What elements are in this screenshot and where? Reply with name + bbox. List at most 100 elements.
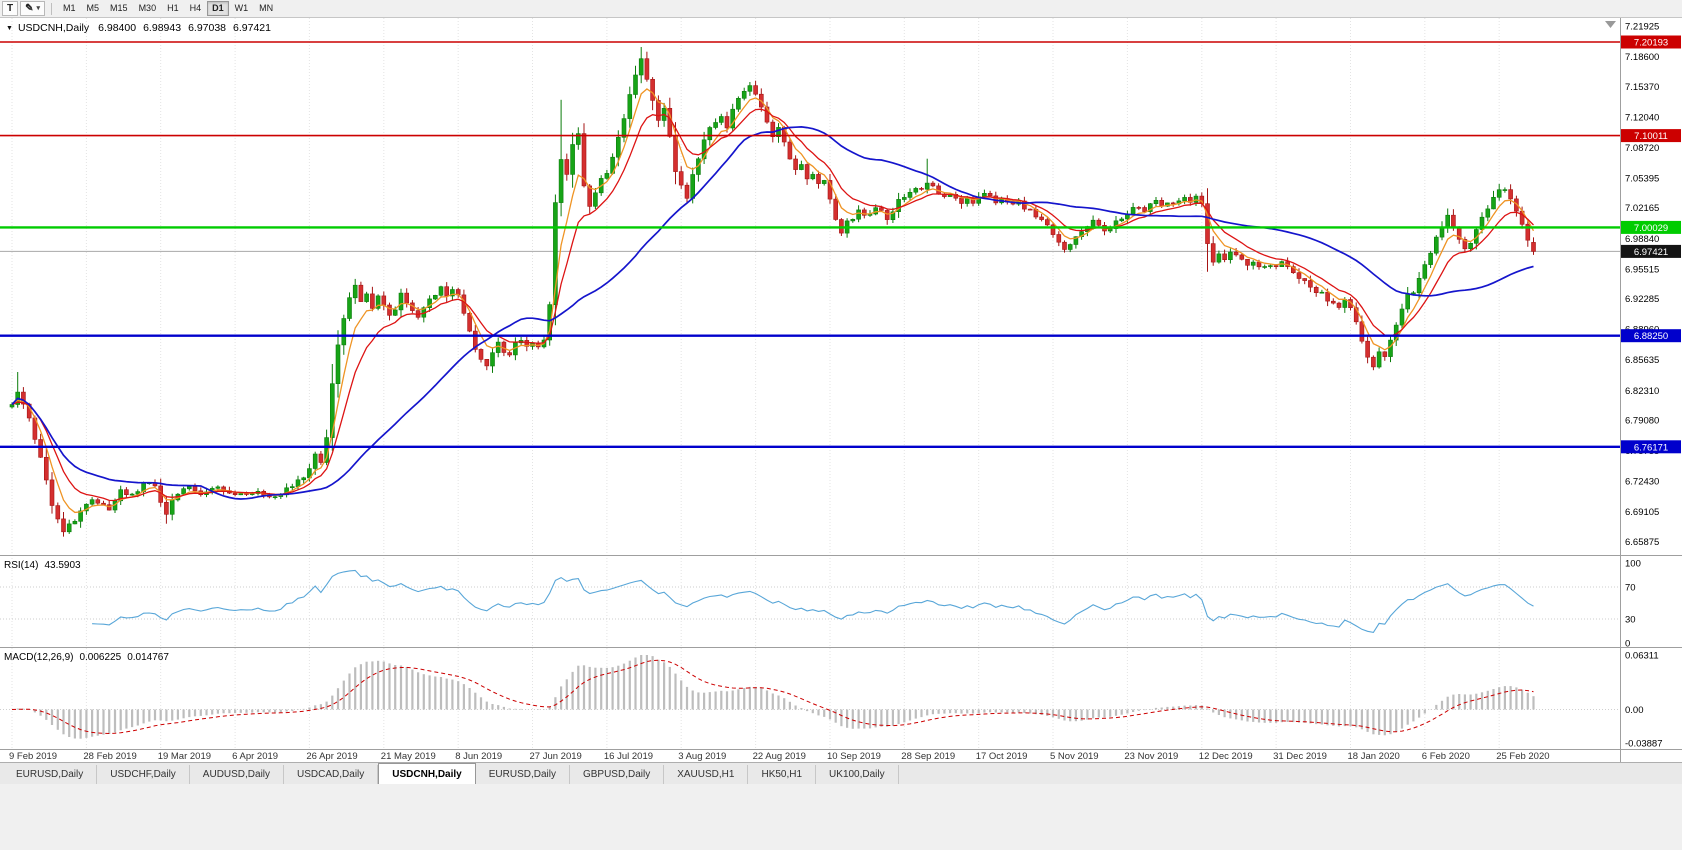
svg-text:7.05395: 7.05395 [1625, 174, 1659, 185]
grid-lines [11, 18, 1500, 749]
chart-shift-marker[interactable] [1605, 21, 1616, 28]
svg-text:6.95515: 6.95515 [1625, 264, 1659, 275]
svg-text:23 Nov 2019: 23 Nov 2019 [1124, 751, 1178, 762]
svg-text:6.88250: 6.88250 [1634, 331, 1668, 342]
ohlc-open: 6.98400 [98, 22, 137, 34]
timeframe-mn-button[interactable]: MN [254, 1, 278, 16]
symbol-tabbar: EURUSD,Daily USDCHF,Daily AUDUSD,Daily USDC… [0, 762, 1682, 784]
price-badge-7.20193: 7.20193 [1621, 35, 1681, 49]
svg-text:6.97421: 6.97421 [1634, 247, 1668, 258]
timeframe-m5-button[interactable]: M5 [82, 1, 105, 16]
svg-text:-0.03887: -0.03887 [1625, 739, 1663, 750]
svg-text:6.72430: 6.72430 [1625, 477, 1659, 488]
chart-tab-hk50-h1[interactable]: HK50,H1 [748, 765, 817, 784]
svg-text:100: 100 [1625, 559, 1641, 570]
current-price-badge: 6.97421 [1621, 244, 1681, 258]
rsi-line [92, 569, 1534, 634]
svg-text:6.82310: 6.82310 [1625, 386, 1659, 397]
macd-label: MACD(12,26,9) 0.006225 0.014767 [4, 652, 169, 663]
macd-signal-line [11, 659, 1534, 735]
svg-text:27 Jun 2019: 27 Jun 2019 [530, 751, 582, 762]
svg-text:6.76171: 6.76171 [1634, 442, 1668, 453]
rsi-label: RSI(14) 43.5903 [4, 560, 81, 571]
drawing-tool-dropdown[interactable]: ✎ ▾ [20, 1, 46, 16]
svg-text:21 May 2019: 21 May 2019 [381, 751, 436, 762]
chart-tab-uk100-daily[interactable]: UK100,Daily [816, 765, 899, 784]
svg-text:5 Nov 2019: 5 Nov 2019 [1050, 751, 1099, 762]
svg-text:0.06311: 0.06311 [1625, 651, 1659, 662]
chart-tab-usdcnh-daily[interactable]: USDCNH,Daily [378, 763, 476, 784]
svg-text:6 Apr 2019: 6 Apr 2019 [232, 751, 278, 762]
svg-text:8 Jun 2019: 8 Jun 2019 [455, 751, 502, 762]
timeframe-m1-button[interactable]: M1 [58, 1, 81, 16]
svg-text:7.08720: 7.08720 [1625, 143, 1659, 154]
chart-title: ▼ USDCNH,Daily 6.98400 6.98943 6.97038 6… [6, 22, 278, 34]
rsi-name: RSI(14) [4, 560, 39, 571]
svg-text:7.15370: 7.15370 [1625, 82, 1659, 93]
svg-text:10 Sep 2019: 10 Sep 2019 [827, 751, 881, 762]
timeframe-w1-button[interactable]: W1 [230, 1, 254, 16]
text-tool-button[interactable]: T [2, 1, 19, 16]
toolbar-separator [51, 2, 53, 15]
svg-text:28 Sep 2019: 28 Sep 2019 [901, 751, 955, 762]
chart-tab-usdchf-daily[interactable]: USDCHF,Daily [97, 765, 190, 784]
svg-text:28 Feb 2019: 28 Feb 2019 [83, 751, 136, 762]
ohlc-low: 6.97038 [188, 22, 227, 34]
chart-tab-xauusd-h1[interactable]: XAUUSD,H1 [664, 765, 749, 784]
svg-text:16 Jul 2019: 16 Jul 2019 [604, 751, 653, 762]
svg-text:7.18600: 7.18600 [1625, 52, 1659, 63]
svg-text:26 Apr 2019: 26 Apr 2019 [306, 751, 357, 762]
timeframe-h1-button[interactable]: H1 [162, 1, 184, 16]
svg-text:0.00: 0.00 [1625, 705, 1644, 716]
chart-symbol-label: USDCNH,Daily [17, 22, 90, 34]
macd-name: MACD(12,26,9) [4, 652, 74, 663]
svg-text:7.20193: 7.20193 [1634, 38, 1668, 49]
svg-text:9 Feb 2019: 9 Feb 2019 [9, 751, 57, 762]
price-axis-labels: 7.21925 7.18600 7.15370 7.12040 7.08720 7.053… [1625, 22, 1659, 548]
timeframe-m30-button[interactable]: M30 [134, 1, 162, 16]
chart-canvas[interactable]: 7.21925 7.18600 7.15370 7.12040 7.08720 7.053… [0, 18, 1682, 762]
macd-histogram [16, 655, 1535, 739]
horizontal-lines [0, 41, 1620, 448]
ma-ema5-line [11, 88, 1535, 514]
timeframe-buttons: M1 M5 M15 M30 H1 H4 D1 W1 MN [58, 1, 278, 16]
svg-text:7.10011: 7.10011 [1634, 131, 1668, 142]
chart-tab-audusd-daily[interactable]: AUDUSD,Daily [190, 765, 285, 784]
timeframe-h4-button[interactable]: H4 [185, 1, 207, 16]
svg-text:19 Mar 2019: 19 Mar 2019 [158, 751, 211, 762]
svg-text:3 Aug 2019: 3 Aug 2019 [678, 751, 726, 762]
svg-text:70: 70 [1625, 583, 1636, 594]
svg-text:0: 0 [1625, 639, 1630, 650]
price-badge-7.00029: 7.00029 [1621, 220, 1681, 234]
svg-text:6.69105: 6.69105 [1625, 507, 1659, 518]
timeframe-m15-button[interactable]: M15 [105, 1, 133, 16]
ohlc-high: 6.98943 [143, 22, 182, 34]
svg-text:7.21925: 7.21925 [1625, 22, 1659, 33]
svg-text:30: 30 [1625, 615, 1636, 626]
macd-axis-labels: 0.06311 0.00 -0.03887 [1625, 651, 1663, 750]
price-badge-6.76171: 6.76171 [1621, 440, 1681, 454]
chart-tab-eurusd-daily[interactable]: EURUSD,Daily [476, 765, 570, 784]
pen-tool-icon: ✎ [25, 3, 34, 14]
status-area [0, 784, 1682, 850]
chart-tab-usdcad-daily[interactable]: USDCAD,Daily [284, 765, 379, 784]
svg-text:31 Dec 2019: 31 Dec 2019 [1273, 751, 1327, 762]
macd-signal-value: 0.014767 [127, 652, 169, 663]
price-badge-6.88250: 6.88250 [1621, 329, 1681, 343]
ohlc-close: 6.97421 [233, 22, 271, 34]
svg-text:7.02165: 7.02165 [1625, 203, 1659, 214]
macd-main-value: 0.006225 [79, 652, 122, 663]
svg-text:6.65875: 6.65875 [1625, 537, 1659, 548]
timeframe-d1-button[interactable]: D1 [207, 1, 229, 16]
ma-sma34-line [11, 126, 1534, 500]
svg-text:6.92285: 6.92285 [1625, 294, 1659, 305]
chart-tab-eurusd-daily[interactable]: EURUSD,Daily [3, 765, 98, 784]
svg-text:6.85635: 6.85635 [1625, 355, 1659, 366]
symbol-dropdown-icon[interactable]: ▼ [6, 24, 13, 32]
date-axis-labels: 9 Feb 2019 28 Feb 2019 19 Mar 2019 6 Apr 20… [9, 751, 1550, 762]
chevron-down-icon: ▾ [36, 5, 41, 12]
chart-area[interactable]: 7.21925 7.18600 7.15370 7.12040 7.08720 7.053… [0, 18, 1682, 762]
svg-text:25 Feb 2020: 25 Feb 2020 [1496, 751, 1549, 762]
chart-tab-gbpusd-daily[interactable]: GBPUSD,Daily [570, 765, 665, 784]
svg-text:6 Feb 2020: 6 Feb 2020 [1422, 751, 1470, 762]
